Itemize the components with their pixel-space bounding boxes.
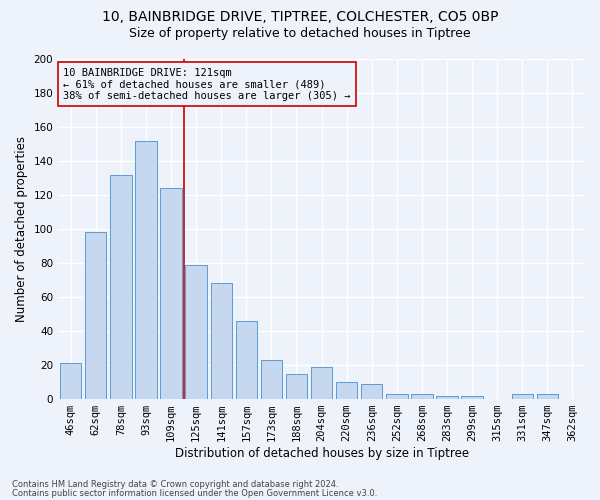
Bar [311, 367, 332, 399]
Bar [85, 232, 106, 399]
Bar [336, 382, 358, 399]
Bar [236, 321, 257, 399]
Text: 10, BAINBRIDGE DRIVE, TIPTREE, COLCHESTER, CO5 0BP: 10, BAINBRIDGE DRIVE, TIPTREE, COLCHESTE… [102, 10, 498, 24]
Y-axis label: Number of detached properties: Number of detached properties [15, 136, 28, 322]
Bar [436, 396, 458, 399]
Bar [60, 364, 82, 399]
Text: Contains HM Land Registry data © Crown copyright and database right 2024.: Contains HM Land Registry data © Crown c… [12, 480, 338, 489]
Bar [361, 384, 382, 399]
Bar [386, 394, 407, 399]
Bar [261, 360, 282, 399]
Bar [110, 174, 131, 399]
Bar [211, 284, 232, 399]
Text: Contains public sector information licensed under the Open Government Licence v3: Contains public sector information licen… [12, 489, 377, 498]
Text: Size of property relative to detached houses in Tiptree: Size of property relative to detached ho… [129, 28, 471, 40]
Bar [185, 265, 207, 399]
Text: 10 BAINBRIDGE DRIVE: 121sqm
← 61% of detached houses are smaller (489)
38% of se: 10 BAINBRIDGE DRIVE: 121sqm ← 61% of det… [64, 68, 351, 100]
X-axis label: Distribution of detached houses by size in Tiptree: Distribution of detached houses by size … [175, 447, 469, 460]
Bar [160, 188, 182, 399]
Bar [411, 394, 433, 399]
Bar [286, 374, 307, 399]
Bar [537, 394, 558, 399]
Bar [512, 394, 533, 399]
Bar [136, 140, 157, 399]
Bar [461, 396, 483, 399]
